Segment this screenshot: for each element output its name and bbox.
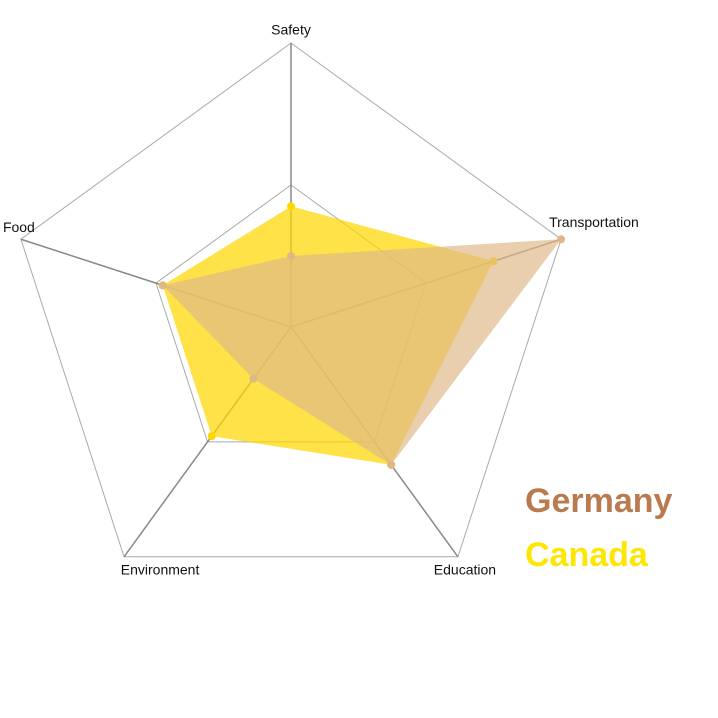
axis-labels: Safety Transportation Education Environment…: [3, 22, 639, 578]
data-point-canada-environment: [207, 432, 216, 441]
data-point-germany-environment: [249, 374, 258, 383]
axis-label-food: Food: [3, 219, 35, 235]
radar-series: [158, 202, 566, 469]
data-point-germany-food: [158, 281, 167, 290]
series-area-germany: [162, 239, 562, 465]
data-point-germany-transportation: [557, 235, 566, 244]
legend: Germany Canada: [525, 482, 672, 574]
axis-label-education: Education: [434, 561, 496, 577]
axis-label-safety: Safety: [271, 22, 311, 38]
grid-ring-2: [20, 42, 562, 558]
data-point-canada-safety: [287, 202, 295, 211]
legend-item-canada: Canada: [525, 536, 649, 574]
axis-label-transportation: Transportation: [549, 214, 639, 230]
data-point-germany-education: [387, 460, 396, 469]
data-point-germany-safety: [287, 252, 295, 260]
legend-item-germany: Germany: [525, 482, 672, 520]
axis-label-environment: Environment: [121, 561, 200, 577]
